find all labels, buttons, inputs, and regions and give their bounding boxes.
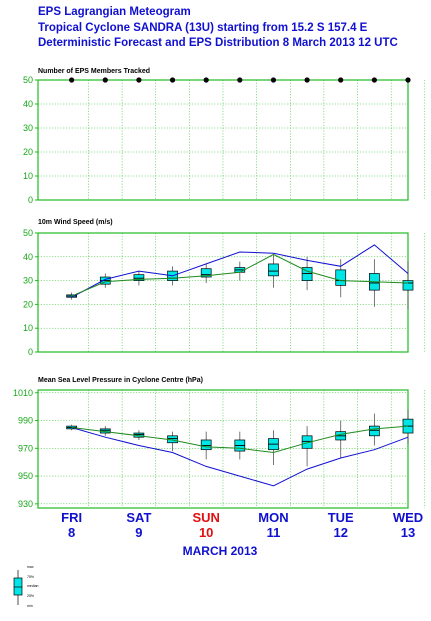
member-count-dot (405, 77, 411, 83)
chart-title-line-2: Tropical Cyclone SANDRA (13U) starting f… (38, 22, 368, 34)
panel-title: 10m Wind Speed (m/s) (38, 219, 113, 226)
legend-label: 75% (27, 575, 34, 579)
chart-title-line-3: Deterministic Forecast and EPS Distribut… (38, 37, 398, 49)
box (369, 425, 380, 437)
box (335, 269, 347, 286)
box (200, 268, 212, 278)
member-count-dot (338, 77, 344, 83)
y-tick-label: 20 (23, 299, 33, 309)
day-name-label: MON (258, 510, 288, 525)
deterministic-line (71, 427, 409, 487)
day-name-label: TUE (328, 510, 354, 525)
day-date-label: 13 (401, 525, 415, 540)
eps-median-line (71, 253, 409, 297)
legend-box (13, 577, 23, 596)
member-count-dot (69, 77, 75, 83)
y-tick-label: 950 (18, 471, 33, 481)
y-tick-label: 30 (23, 276, 33, 286)
y-tick-label: 40 (23, 99, 33, 109)
day-name-label: SUN (192, 510, 219, 525)
legend: max 75% median 25% min (13, 565, 39, 608)
member-count-dot (371, 77, 377, 83)
member-count-dot (237, 77, 243, 83)
day-date-label: 12 (333, 525, 347, 540)
day-name-label: SAT (126, 510, 151, 525)
y-tick-label: 0 (28, 195, 33, 205)
box (301, 267, 313, 281)
day-date-label: 11 (267, 525, 281, 540)
eps-median-line (71, 425, 409, 454)
y-tick-label: 50 (23, 75, 33, 85)
member-count-dot (169, 77, 176, 83)
y-tick-label: 990 (18, 416, 33, 426)
y-tick-label: 970 (18, 443, 33, 453)
legend-label: median (27, 584, 39, 588)
day-date-label: 10 (199, 525, 213, 540)
panel-1: Number of EPS Members Tracked 0 10 20 30 40 50 (23, 68, 426, 205)
member-count-dot (203, 77, 209, 83)
day-date-label: 8 (68, 525, 75, 540)
box (268, 263, 279, 277)
day-date-label: 9 (135, 525, 142, 540)
box (402, 280, 414, 291)
y-tick-label: 30 (23, 123, 33, 133)
y-tick-label: 930 (18, 499, 33, 509)
member-count-dot (102, 77, 108, 83)
day-name-label: WED (393, 510, 423, 525)
legend-label: 25% (27, 594, 34, 598)
y-tick-label: 10 (23, 171, 33, 181)
month-label: MARCH 2013 (183, 544, 258, 558)
y-tick-label: 1010 (13, 388, 33, 398)
panel-3: Mean Sea Level Pressure in Cyclone Centr… (13, 377, 426, 509)
member-count-dot (136, 77, 142, 83)
y-tick-label: 20 (23, 147, 33, 157)
y-tick-label: 50 (23, 228, 33, 238)
panel-frame (37, 389, 409, 509)
member-count-dot (270, 77, 277, 83)
panel-title: Mean Sea Level Pressure in Cyclone Centr… (38, 377, 203, 384)
legend-label: max (27, 565, 34, 569)
day-name-label: FRI (61, 510, 82, 525)
box (200, 439, 212, 451)
legend-label: min (27, 604, 33, 608)
y-tick-label: 10 (23, 323, 33, 333)
member-count-dot (304, 77, 310, 83)
chart-title-line-1: EPS Lagrangian Meteogram (38, 6, 191, 18)
panel-frame (37, 79, 409, 201)
panel-title: Number of EPS Members Tracked (38, 68, 150, 75)
box (133, 274, 145, 281)
panel-2: 10m Wind Speed (m/s) 0 10 20 30 40 50 (23, 219, 426, 357)
deterministic-line (71, 244, 409, 298)
y-tick-label: 0 (28, 347, 33, 357)
y-tick-label: 40 (23, 252, 33, 262)
